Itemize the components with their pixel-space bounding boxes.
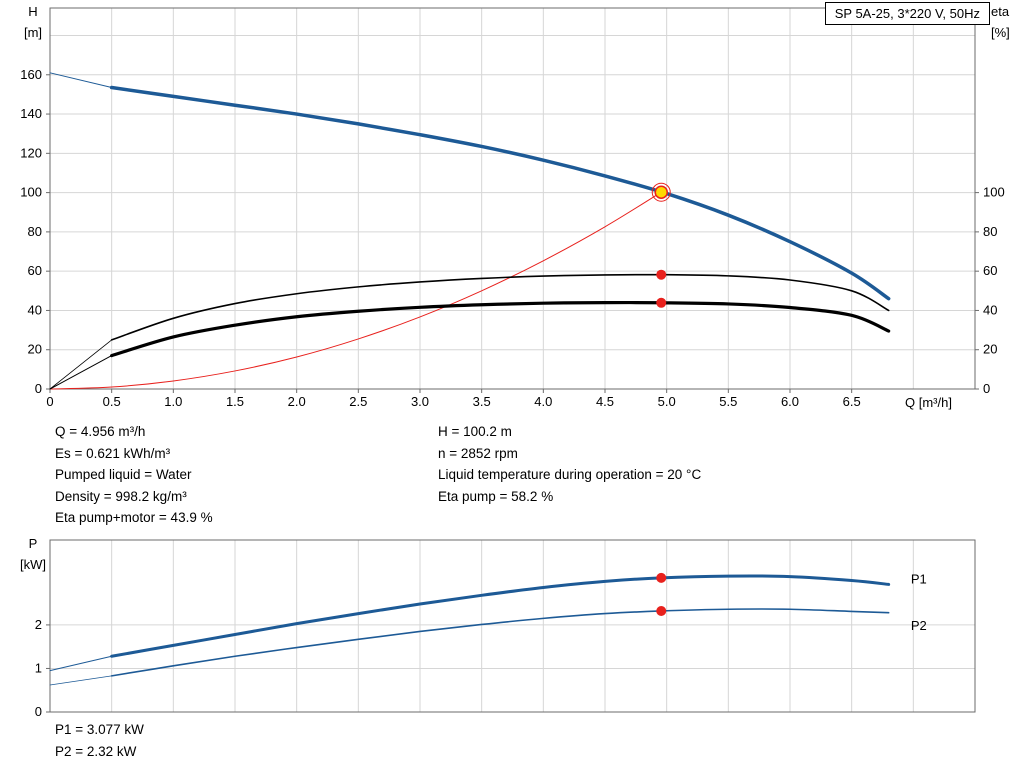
head-chart: 0 0.5 1.0 1.5 2.0 2.5 3.0 3.5 4.0 4.5 5.0 5.5 6.0 6.5… <box>20 4 1010 410</box>
y-axis-left-label: [kW] <box>20 557 46 572</box>
p2-label: P2 <box>911 618 927 633</box>
p1-duty-point <box>656 572 667 583</box>
y-tick-label-right: 60 <box>983 263 997 278</box>
liquid-temperature-value: Liquid temperature during operation = 20… <box>438 467 702 482</box>
density-value: Density = 998.2 kg/m³ <box>55 488 187 504</box>
power-chart: 0 1 2 P [kW] P1 P2 <box>20 536 976 718</box>
power-values: P1 = 3.077 kW P2 = 2.32 kW <box>55 719 144 762</box>
y-axis-right-label: eta <box>991 4 1010 19</box>
x-tick-label: 1.0 <box>164 394 182 409</box>
x-tick-label: 3.0 <box>411 394 429 409</box>
y-axis-right-label: [%] <box>991 25 1010 40</box>
duty-point-ring <box>651 182 671 202</box>
pumped-liquid-value: Pumped liquid = Water <box>55 467 192 482</box>
y-tick-label-left: 60 <box>28 263 42 278</box>
pump-curve <box>109 85 891 301</box>
y-tick-label-left: 1 <box>35 660 42 675</box>
plot-border <box>49 7 976 390</box>
eta-pump-duty-point <box>656 269 667 280</box>
eta-pump-value: Eta pump = 58.2 % <box>438 488 554 504</box>
pump-title-box: SP 5A-25, 3*220 V, 50Hz <box>824 2 990 25</box>
y-axis-left-label: [m] <box>24 25 42 40</box>
x-tick-label: 4.5 <box>596 394 614 409</box>
y-tick-label-left: 160 <box>20 67 42 82</box>
y-tick-label-left: 20 <box>28 342 42 357</box>
system-curve <box>49 191 662 390</box>
p2-curve-extension <box>49 675 113 686</box>
eta-pump-motor-value: Eta pump+motor = 43.9 % <box>55 510 213 525</box>
specific-energy-value: Es = 0.621 kWh/m³ <box>55 445 171 461</box>
y-tick-label-left: 140 <box>20 106 42 121</box>
x-tick-label: 3.5 <box>473 394 491 409</box>
y-tick-label-right: 20 <box>983 342 997 357</box>
y-axis-left-label: H <box>28 4 37 19</box>
head-value: H = 100.2 m <box>438 424 512 439</box>
y-tick-label-right: 40 <box>983 302 997 317</box>
x-tick-label: 2.5 <box>349 394 367 409</box>
speed-value: n = 2852 rpm <box>438 445 518 461</box>
x-tick-label: 0.5 <box>103 394 121 409</box>
p1-curve-extension <box>49 655 113 672</box>
x-tick-label: 0 <box>46 394 53 409</box>
x-tick-label: 5.0 <box>658 394 676 409</box>
flow-value: Q = 4.956 m³/h <box>55 424 146 439</box>
y-tick-label-right: 80 <box>983 224 997 239</box>
duty-point[interactable] <box>654 185 668 199</box>
duty-details-right: H = 100.2 m n = 2852 rpm Liquid temperat… <box>438 421 701 507</box>
eta-pump-motor-curve-extension <box>49 355 113 390</box>
y-tick-label-left: 2 <box>35 617 42 632</box>
duty-details-left: Q = 4.956 m³/h Es = 0.621 kWh/m³ Pumped … <box>55 421 213 529</box>
x-axis-label: Q [m³/h] <box>905 395 952 410</box>
pump-curve-extension <box>49 72 113 89</box>
p2-duty-point <box>656 605 667 616</box>
y-tick-label-left: 100 <box>20 185 42 200</box>
x-tick-label: 6.5 <box>843 394 861 409</box>
p2-curve <box>110 608 890 677</box>
y-tick-label-right: 0 <box>983 381 990 396</box>
p1-curve <box>110 574 891 658</box>
x-tick-label: 5.5 <box>719 394 737 409</box>
y-tick-label-left: 120 <box>20 145 42 160</box>
y-tick-label-left: 40 <box>28 302 42 317</box>
p2-value: P2 = 2.32 kW <box>55 743 137 759</box>
eta-pump-curve-extension <box>49 339 113 390</box>
y-tick-label-left: 0 <box>35 381 42 396</box>
eta-pump-motor-curve <box>110 300 891 358</box>
x-tick-label: 1.5 <box>226 394 244 409</box>
y-axis-left-label: P <box>29 536 38 551</box>
x-tick-label: 2.0 <box>288 394 306 409</box>
eta-pump-curve <box>110 273 890 341</box>
x-tick-label: 4.0 <box>534 394 552 409</box>
plot-border <box>49 539 976 713</box>
x-tick-label: 6.0 <box>781 394 799 409</box>
y-tick-label-left: 80 <box>28 224 42 239</box>
y-tick-label-left: 0 <box>35 704 42 718</box>
y-tick-label-right: 100 <box>983 185 1005 200</box>
p1-label: P1 <box>911 572 927 587</box>
eta-pump-motor-duty-point <box>656 297 667 308</box>
p1-value: P1 = 3.077 kW <box>55 722 144 737</box>
